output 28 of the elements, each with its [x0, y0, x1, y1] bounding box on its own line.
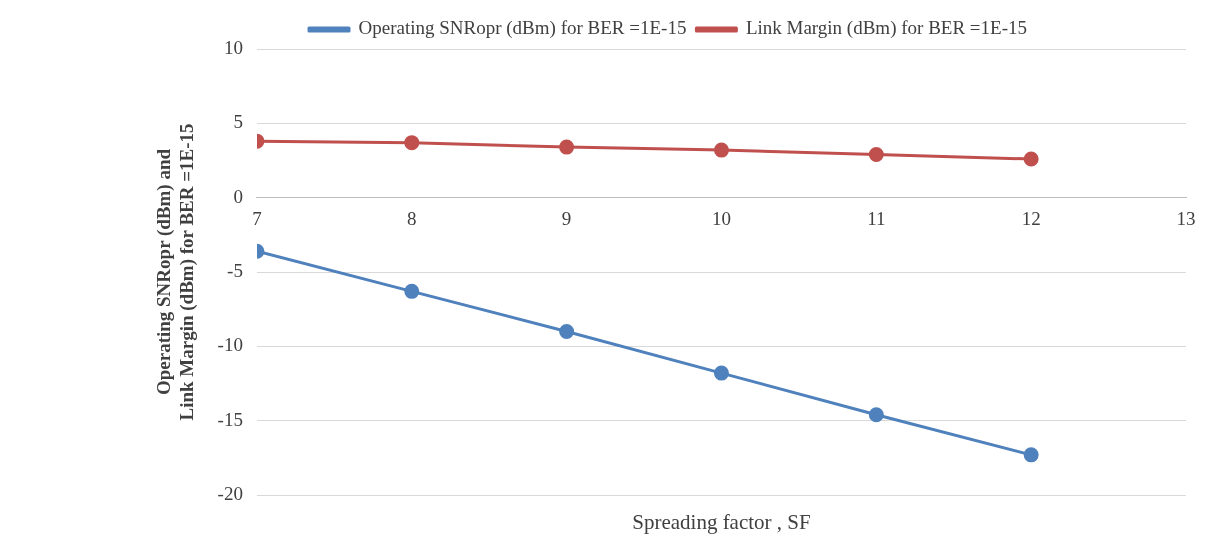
point: [559, 323, 575, 339]
point: [404, 135, 420, 151]
y-tick-label: -10: [217, 334, 243, 356]
point: [868, 407, 884, 423]
x-tick-label: 12: [1021, 208, 1041, 230]
y-axis-title: Operating SNRopr (dBm) and Link Margin (dBm) for BER =1E-15: [153, 123, 199, 421]
x-axis-title: Spreading factor , SF: [632, 509, 811, 534]
x-tick-label: 10: [711, 208, 731, 230]
point: [1023, 151, 1039, 167]
point: [559, 139, 575, 155]
y-tick-label: -20: [217, 482, 243, 504]
y-tick-label: -15: [217, 408, 243, 430]
x-tick-label: 7: [252, 208, 262, 230]
x-tick-label: 13: [1176, 208, 1196, 230]
x-tick-label: 9: [561, 208, 572, 230]
point: [713, 142, 729, 158]
legend-label: Link Margin (dBm) for BER =1E-15: [745, 17, 1027, 40]
y-tick-label: 10: [223, 36, 243, 58]
x-tick-label: 8: [407, 208, 417, 230]
y-tick-label: 5: [233, 111, 243, 133]
point: [1023, 447, 1039, 463]
point: [713, 365, 729, 381]
y-tick-label: -5: [227, 259, 243, 281]
y-tick-label: 0: [233, 185, 243, 207]
point: [404, 283, 420, 299]
legend-label: Operating SNRopr (dBm) for BER =1E-15: [358, 17, 687, 40]
point: [868, 147, 884, 163]
x-tick-label: 11: [867, 208, 886, 230]
